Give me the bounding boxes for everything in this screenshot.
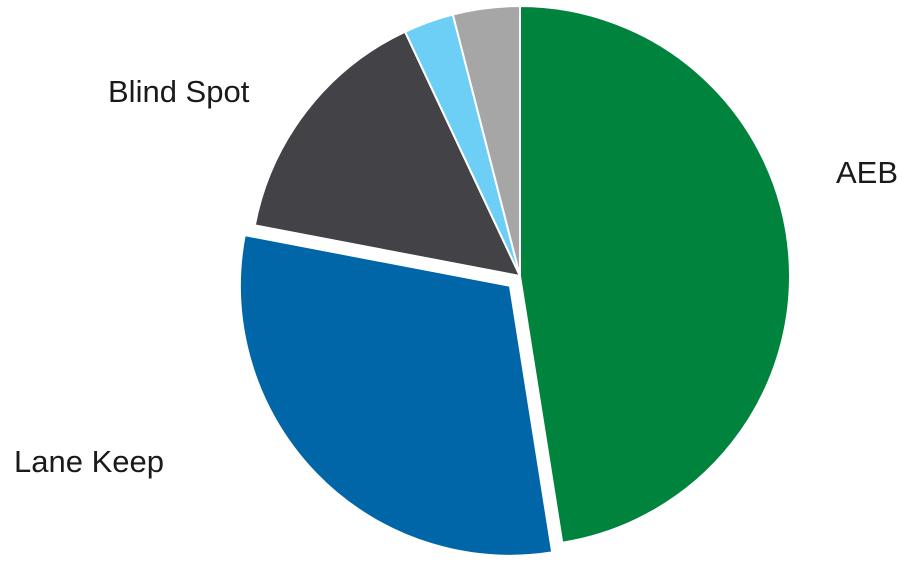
pie-slice-lane-keep	[238, 234, 554, 557]
pie-label-aeb: AEB	[836, 155, 898, 190]
pie-slices	[238, 5, 791, 557]
pie-label-blind-spot: Blind Spot	[108, 74, 250, 109]
pie-slice-aeb	[519, 5, 791, 544]
pie-slice-unlabeled-4	[451, 5, 521, 277]
pie-label-lane-keep: Lane Keep	[14, 444, 164, 479]
pie-slice-blind-spot	[253, 30, 521, 277]
pie-labels: AEB Lane Keep Blind Spot	[14, 74, 898, 479]
